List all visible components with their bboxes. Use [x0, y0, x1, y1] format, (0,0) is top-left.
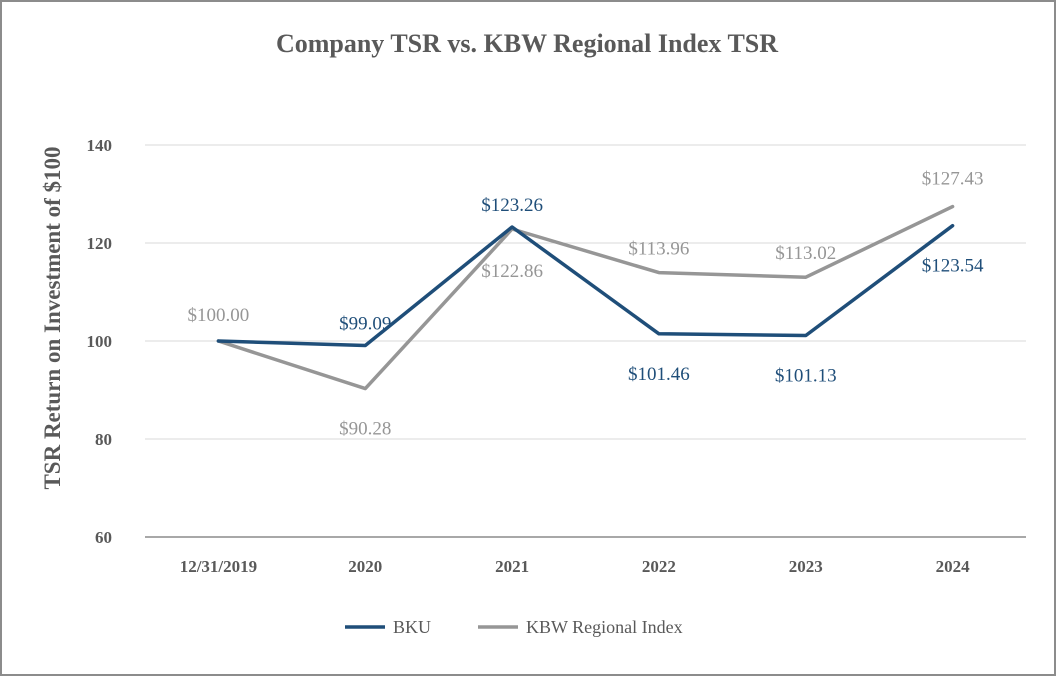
y-axis-label: TSR Return on Investment of $100: [40, 146, 65, 489]
data-label: $113.02: [775, 243, 836, 264]
x-tick-label: 2020: [348, 557, 382, 576]
x-tick-label: 2023: [789, 557, 823, 576]
data-label: $123.54: [922, 256, 984, 277]
data-label: $127.43: [922, 169, 984, 190]
data-label: $122.86: [481, 261, 543, 282]
y-tick-label: 100: [87, 332, 113, 351]
y-tick-label: 60: [95, 528, 112, 547]
legend-label: KBW Regional Index: [526, 617, 683, 637]
legend: BKU KBW Regional Index: [345, 617, 683, 637]
x-tick-label: 2024: [936, 557, 971, 576]
x-tick-label: 2022: [642, 557, 676, 576]
data-label: $100.00: [188, 305, 250, 326]
chart-title: Company TSR vs. KBW Regional Index TSR: [276, 29, 778, 58]
y-tick-label: 80: [95, 430, 112, 449]
data-label: $101.46: [628, 364, 690, 385]
data-label: $99.09: [339, 313, 391, 334]
x-tick-label: 12/31/2019: [180, 557, 257, 576]
y-tick-label: 120: [87, 234, 113, 253]
y-tick-label: 140: [87, 136, 113, 155]
data-label: $90.28: [339, 419, 391, 440]
series-lines: [216, 204, 955, 391]
series-line-kbw-regional-index: [216, 204, 955, 391]
data-label: $113.96: [628, 239, 689, 260]
legend-label: BKU: [393, 617, 431, 637]
data-label: $101.13: [775, 365, 837, 386]
series-line-bku: [216, 223, 955, 348]
y-tick-labels: 60 80 100 120 140: [87, 136, 113, 547]
x-tick-label: 2021: [495, 557, 529, 576]
gridlines: [145, 144, 1026, 538]
x-tick-labels: 12/31/2019 2020 2021 2022 2023 2024: [180, 557, 970, 576]
data-labels: $99.09 $123.26 $101.46 $101.13 $123.54 $100.0…: [188, 169, 984, 440]
data-label: $123.26: [481, 195, 543, 216]
